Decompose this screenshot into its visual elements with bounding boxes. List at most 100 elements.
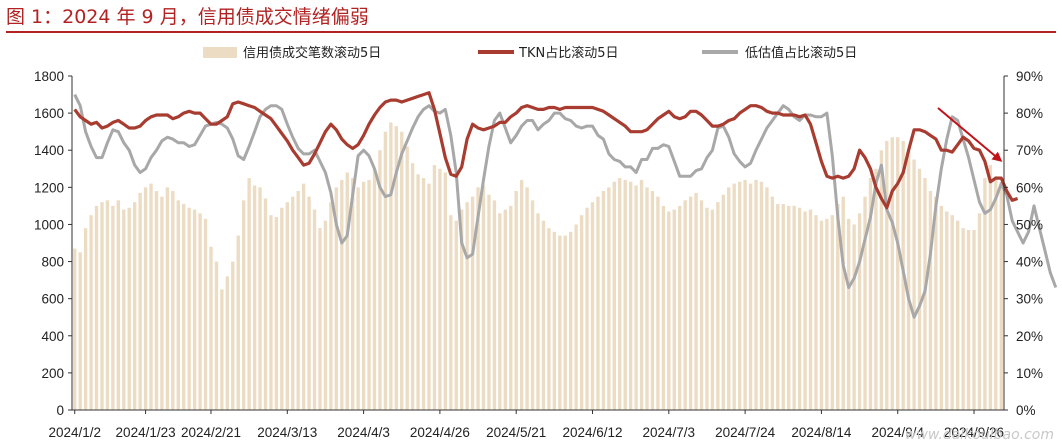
y-left-tick-label: 1200: [34, 180, 64, 195]
bar-121: [732, 183, 736, 410]
bar-95: [590, 202, 595, 410]
bar-75: [481, 185, 486, 410]
bar-30: [236, 235, 240, 410]
chart-title: 图 1：2024 年 9 月，信用债成交情绪偏弱: [6, 6, 369, 28]
bar-158: [934, 196, 938, 410]
x-tick-label: 2024/4/26: [410, 425, 470, 440]
bar-92: [574, 224, 578, 410]
y-left-tick-label: 1600: [34, 106, 64, 121]
bar-77: [492, 200, 497, 410]
bar-56: [378, 150, 382, 410]
bar-118: [716, 202, 720, 410]
bar-28: [225, 276, 230, 410]
y-right-tick-label: 50%: [1016, 217, 1043, 232]
bar-68: [443, 172, 448, 410]
bar-139: [830, 215, 835, 410]
bar-142: [846, 218, 851, 410]
bar-82: [519, 179, 524, 410]
bar-116: [705, 207, 709, 410]
watermark-text: www.dalkoulbao.com: [904, 427, 1054, 443]
bar-50: [345, 172, 349, 410]
bar-96: [596, 196, 600, 410]
bar-72: [465, 202, 469, 410]
bar-112: [683, 200, 687, 410]
bar-19: [176, 200, 180, 410]
bar-101: [623, 179, 627, 410]
bar-136: [814, 215, 818, 410]
bar-93: [579, 215, 584, 410]
x-tick-label: 2024/3/13: [257, 425, 317, 440]
bar-58: [389, 122, 393, 410]
bar-117: [710, 209, 715, 410]
bar-127: [765, 187, 769, 410]
bar-21: [187, 207, 191, 410]
bar-5: [100, 202, 104, 410]
bar-10: [127, 207, 131, 410]
bar-114: [694, 192, 698, 410]
bar-135: [808, 209, 813, 410]
bar-163: [961, 228, 965, 410]
bar-109: [667, 211, 671, 410]
bar-145: [863, 196, 867, 410]
bar-22: [192, 209, 197, 410]
legend-label-tkn: TKN占比滚动5日: [518, 45, 618, 61]
y-right-tick-label: 20%: [1016, 329, 1043, 344]
bar-29: [231, 261, 235, 410]
series-line-low-valuation: [73, 93, 1058, 319]
bar-151: [896, 137, 900, 410]
bar-129: [776, 204, 780, 410]
bar-42: [301, 183, 306, 410]
bar-13: [143, 187, 148, 410]
bar-35: [263, 198, 268, 410]
bar-162: [955, 220, 960, 410]
bar-128: [770, 196, 775, 410]
bar-138: [825, 218, 829, 410]
y-left-tick-label: 600: [41, 292, 64, 307]
bar-140: [836, 204, 840, 410]
bar-24: [203, 218, 208, 410]
bar-141: [841, 196, 845, 410]
x-tick-label: 2024/6/12: [562, 425, 622, 440]
bar-36: [269, 215, 273, 410]
bar-14: [149, 183, 153, 410]
bar-32: [247, 178, 251, 410]
y-left-tick-label: 0: [56, 403, 64, 418]
bar-40: [291, 196, 295, 410]
bar-15: [154, 191, 159, 410]
x-tick-label: 2024/7/24: [715, 425, 776, 440]
bar-46: [323, 220, 328, 410]
legend-label-bars: 信用债成交笔数滚动5日: [243, 45, 381, 61]
bar-18: [171, 191, 175, 410]
bar-99: [612, 181, 616, 410]
bar-series: [73, 122, 1003, 411]
bar-55: [372, 168, 377, 410]
bar-159: [939, 205, 944, 410]
bar-73: [470, 196, 475, 410]
bar-6: [105, 200, 110, 410]
legend-swatch-bars: [203, 47, 237, 58]
bar-131: [787, 205, 791, 410]
bar-11: [132, 202, 137, 410]
bar-97: [601, 191, 606, 410]
bar-106: [650, 191, 655, 410]
bar-47: [329, 202, 333, 410]
bar-143: [852, 224, 856, 410]
bar-147: [874, 168, 878, 410]
x-tick-label: 2024/9/4: [871, 425, 924, 440]
bar-52: [356, 187, 360, 410]
chart-axes: 0 200 400 600 800 1000 1200 1400 1600 1800 0% 10% 20…: [34, 69, 1043, 440]
bar-54: [367, 179, 371, 410]
bar-98: [607, 187, 611, 410]
y-right-tick-label: 10%: [1016, 366, 1043, 381]
bar-0: [73, 248, 77, 410]
x-tick-label: 2024/2/21: [181, 425, 241, 440]
bar-125: [754, 179, 758, 410]
bar-91: [569, 231, 573, 410]
bar-144: [857, 213, 862, 410]
bar-17: [165, 187, 170, 410]
bar-27: [220, 289, 224, 410]
y-right-tick-label: 90%: [1016, 69, 1043, 84]
x-tick-label: 2024/9/26: [944, 425, 1004, 440]
x-tick-label: 2024/4/3: [337, 425, 390, 440]
y-left-tick-label: 800: [41, 255, 64, 270]
